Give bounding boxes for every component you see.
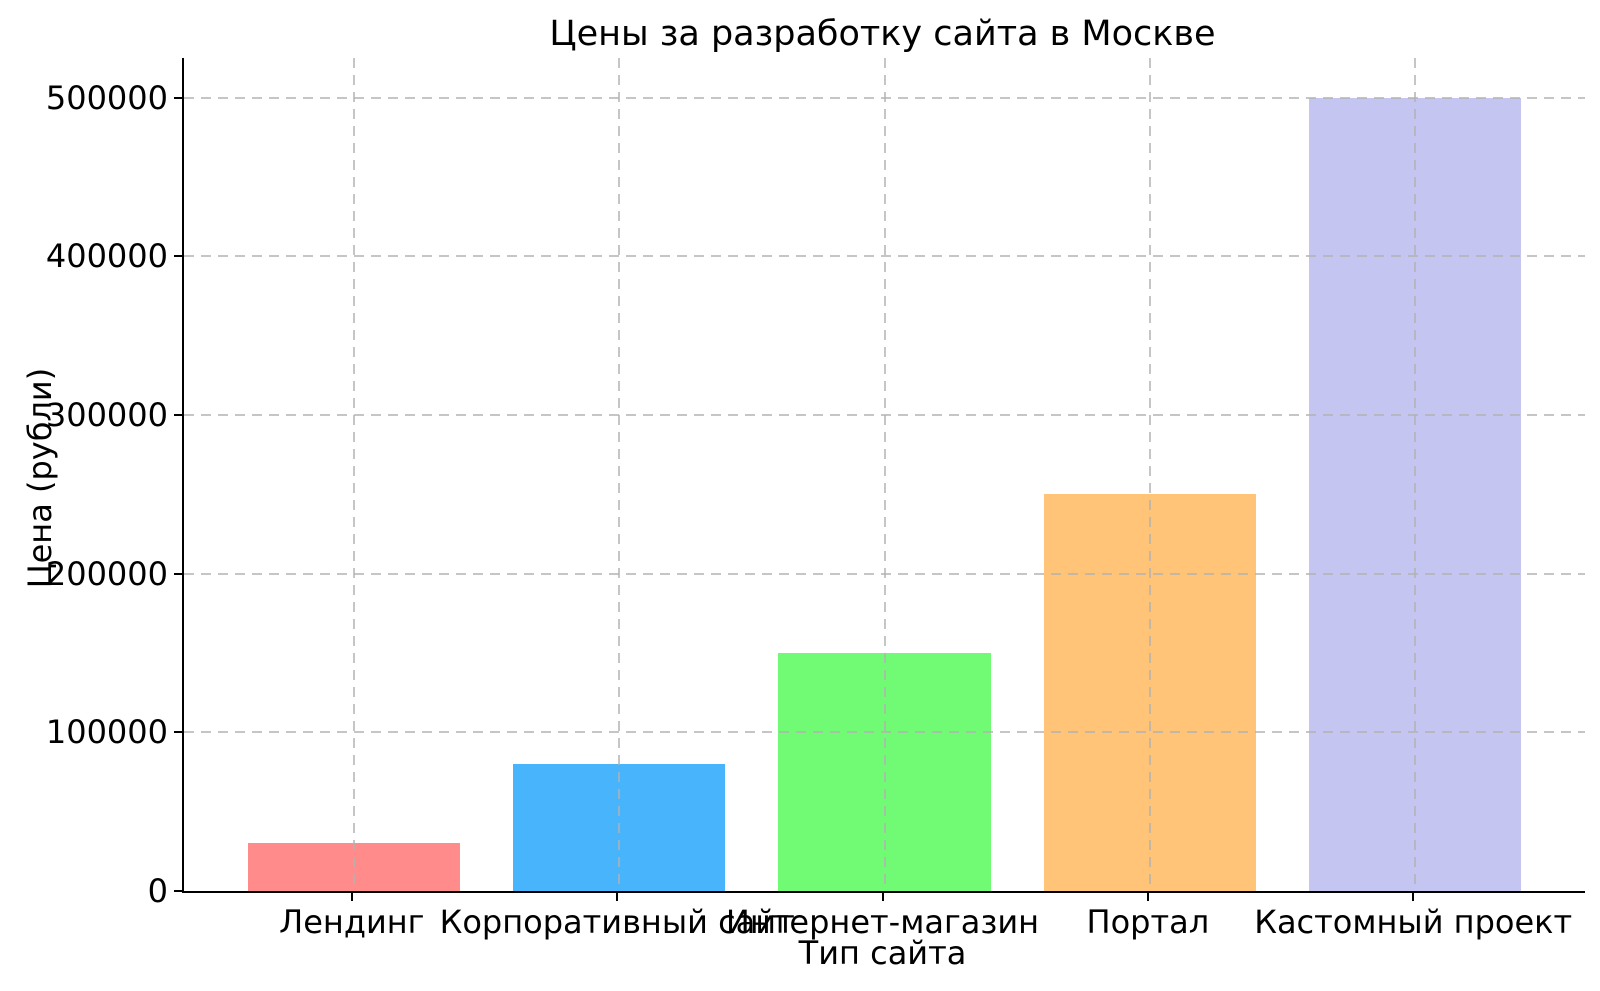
x-tick-label: Кастомный проект	[1254, 903, 1573, 941]
x-tick-mark	[1146, 893, 1149, 901]
v-gridline	[618, 58, 621, 891]
x-tick-label: Интернет-магазин	[725, 903, 1040, 941]
y-tick-label: 500000	[45, 78, 168, 117]
y-tick-label: 0	[147, 872, 168, 910]
y-tick-mark	[174, 731, 182, 734]
v-gridline	[352, 58, 355, 891]
y-tick-mark	[174, 255, 182, 258]
y-tick-mark	[174, 96, 182, 99]
y-tick-label: 200000	[45, 554, 168, 593]
y-axis-label: Цена (рубли)	[21, 367, 59, 589]
plot-area	[182, 58, 1585, 893]
y-tick-label: 400000	[45, 237, 168, 276]
v-gridline	[883, 58, 886, 891]
y-tick-mark	[174, 572, 182, 575]
x-tick-mark	[616, 893, 619, 901]
y-tick-label: 100000	[45, 713, 168, 752]
x-tick-label: Корпоративный сайт	[439, 903, 795, 941]
x-tick-label: Лендинг	[279, 903, 425, 941]
v-gridline	[1148, 58, 1151, 891]
y-tick-mark	[174, 414, 182, 416]
x-tick-mark	[1412, 893, 1415, 901]
v-gridline	[1414, 58, 1417, 891]
x-axis-label: Тип сайта	[798, 934, 967, 972]
chart-title: Цены за разработку сайта в Москве	[549, 14, 1216, 54]
y-tick-mark	[174, 890, 182, 892]
x-tick-label: Портал	[1086, 903, 1210, 941]
x-tick-mark	[881, 893, 884, 901]
y-tick-label: 300000	[45, 396, 168, 434]
x-tick-mark	[350, 893, 353, 901]
